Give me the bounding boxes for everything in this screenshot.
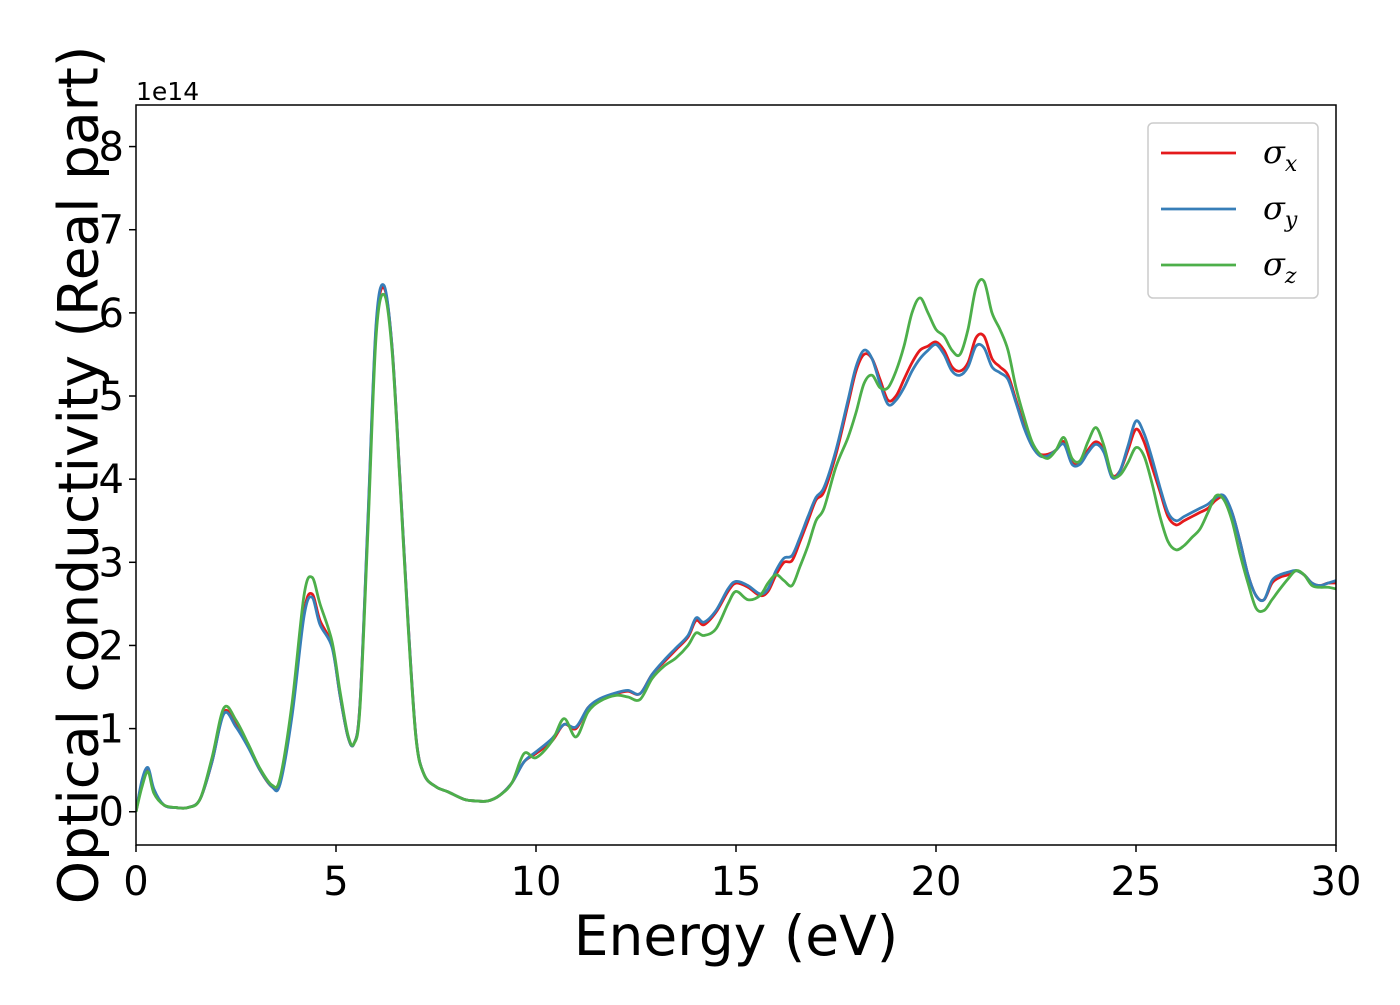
x-axis-ticks: 0 5 10 15 20 25 30 xyxy=(123,845,1361,905)
legend-subscript: x xyxy=(1285,152,1298,177)
y-tick-label: 7 xyxy=(99,208,124,254)
y-axis-ticks: 0 1 2 3 4 5 6 7 8 xyxy=(99,125,136,836)
y-tick-label: 2 xyxy=(99,623,124,669)
x-tick-label: 15 xyxy=(711,859,762,905)
series-line-z xyxy=(136,278,1336,813)
legend-symbol: σ xyxy=(1263,133,1286,171)
legend-symbol: σ xyxy=(1263,189,1286,227)
x-tick-label: 0 xyxy=(123,859,148,905)
y-tick-label: 4 xyxy=(99,457,124,503)
x-tick-label: 10 xyxy=(511,859,562,905)
x-tick-label: 20 xyxy=(911,859,962,905)
y-tick-label: 3 xyxy=(99,540,124,586)
y-tick-label: 6 xyxy=(99,291,124,337)
series-lines xyxy=(136,278,1336,813)
y-tick-label: 1 xyxy=(99,707,124,753)
y-axis-label: Optical conductivity (Real part) xyxy=(46,46,110,905)
legend-label-z: σz xyxy=(1263,245,1297,289)
x-tick-label: 25 xyxy=(1111,859,1162,905)
series-line-y xyxy=(136,283,1336,813)
legend-box xyxy=(1147,122,1319,299)
series-line-x xyxy=(136,285,1336,813)
legend-label-y: σy xyxy=(1263,189,1298,233)
x-tick-label: 5 xyxy=(323,859,348,905)
x-axis-label: Energy (eV) xyxy=(574,904,898,968)
legend-symbol: σ xyxy=(1263,245,1286,283)
legend-subscript: y xyxy=(1284,208,1298,233)
legend-label-x: σx xyxy=(1263,133,1298,177)
y-tick-label: 5 xyxy=(99,374,124,420)
y-tick-label: 0 xyxy=(99,790,124,836)
y-tick-label: 8 xyxy=(99,125,124,171)
legend-subscript: z xyxy=(1284,264,1297,289)
x-tick-label: 30 xyxy=(1311,859,1362,905)
y-axis-offset-label: 1e14 xyxy=(136,77,199,106)
